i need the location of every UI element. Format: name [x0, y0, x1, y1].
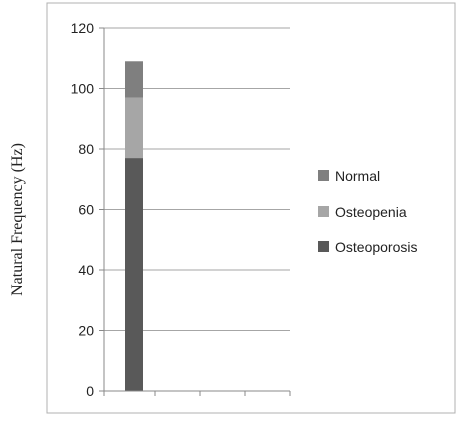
- y-tick-label: 20: [78, 323, 94, 339]
- axes: [99, 27, 291, 396]
- y-tick-label: 40: [78, 262, 94, 278]
- y-axis-label: Natural Frequency (Hz): [9, 143, 26, 296]
- legend-label-osteopenia: Osteopenia: [335, 204, 407, 220]
- bars: [125, 61, 143, 391]
- legend-label-osteoporosis: Osteoporosis: [335, 239, 417, 255]
- y-tick-labels: 0 20 40 60 80 100 120: [71, 20, 95, 399]
- legend-swatch-normal: [318, 170, 329, 181]
- bar-segment-osteoporosis: [125, 158, 143, 391]
- legend-label-normal: Normal: [335, 168, 380, 184]
- y-tick-label: 80: [78, 141, 94, 157]
- y-tick-label: 120: [71, 20, 95, 36]
- chart-frame: [46, 2, 456, 414]
- y-tick-label: 100: [71, 81, 95, 97]
- legend-swatch-osteoporosis: [318, 241, 329, 252]
- bar-segment-normal: [125, 61, 143, 98]
- y-tick-label: 0: [86, 383, 94, 399]
- legend-swatch-osteopenia: [318, 206, 329, 217]
- y-tick-label: 60: [78, 202, 94, 218]
- legend: Normal Osteopenia Osteoporosis: [318, 168, 417, 255]
- bar-segment-osteopenia: [125, 97, 143, 159]
